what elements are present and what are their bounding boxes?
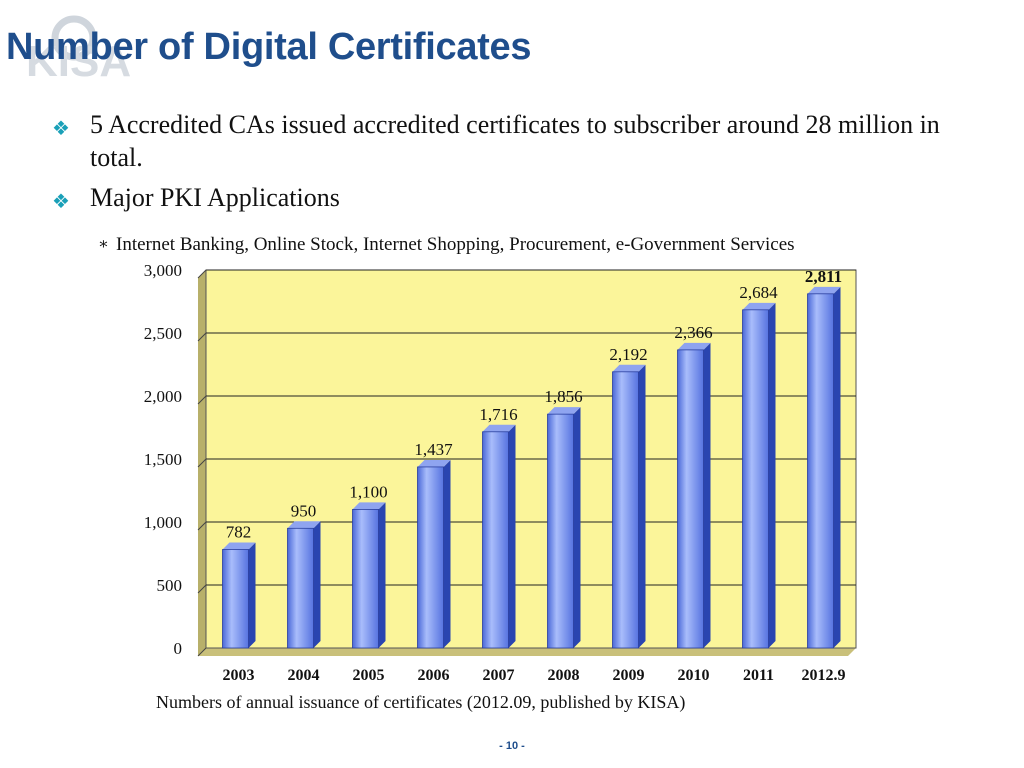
bar-top xyxy=(807,286,841,294)
bar-top xyxy=(547,407,581,415)
gridline-wall xyxy=(197,332,207,342)
bullet-item: ❖ Major PKI Applications xyxy=(52,181,972,214)
data-label: 1,716 xyxy=(479,405,517,424)
gridline-wall xyxy=(197,584,207,594)
bar-side xyxy=(313,521,321,648)
sub-bullet-text: Internet Banking, Online Stock, Internet… xyxy=(116,234,795,255)
y-tick-label: 2,500 xyxy=(144,324,182,343)
bar xyxy=(417,466,444,649)
bar-top xyxy=(742,302,776,310)
gridline-wall xyxy=(197,458,207,468)
chart-caption: Numbers of annual issuance of certificat… xyxy=(156,692,686,712)
bar-side xyxy=(703,342,711,648)
y-tick-label: 1,000 xyxy=(144,513,182,532)
slide-title: Number of Digital Certificates xyxy=(6,26,532,68)
gridline-wall xyxy=(197,269,207,279)
kisa-logo-watermark: KISA xyxy=(26,15,131,80)
bar-side xyxy=(378,502,386,648)
y-tick-label: 1,500 xyxy=(144,450,182,469)
x-tick-label: 2007 xyxy=(483,667,515,684)
bar-top xyxy=(677,342,711,350)
diamond-bullet-icon: ❖ xyxy=(52,189,70,213)
bar-top xyxy=(482,424,516,432)
x-tick-label: 2009 xyxy=(613,667,645,684)
x-tick-label: 2012.9 xyxy=(802,667,846,684)
bar-top xyxy=(417,459,451,467)
y-tick-label: 3,000 xyxy=(144,261,182,280)
bar xyxy=(807,293,834,649)
data-label: 2,684 xyxy=(739,283,778,302)
svg-text:KISA: KISA xyxy=(26,37,131,80)
bar xyxy=(482,431,509,649)
data-label: 1,856 xyxy=(544,387,582,406)
bar xyxy=(612,371,639,649)
sub-bullet: ∗ Internet Banking, Online Stock, Intern… xyxy=(98,232,956,258)
x-tick-label: 2003 xyxy=(223,667,255,684)
data-label: 950 xyxy=(291,501,317,520)
data-label: 782 xyxy=(226,522,252,541)
x-tick-label: 2006 xyxy=(418,667,450,684)
bar xyxy=(222,549,249,649)
gridline-wall xyxy=(197,521,207,531)
bar xyxy=(287,527,314,649)
x-tick-label: 2011 xyxy=(743,667,774,684)
data-label: 2,366 xyxy=(674,323,712,342)
bar-top xyxy=(612,364,646,372)
x-tick-label: 2004 xyxy=(288,667,320,684)
bar xyxy=(547,413,574,649)
bar-side xyxy=(638,364,646,648)
data-label: 1,100 xyxy=(349,482,387,501)
bar-side xyxy=(768,302,776,648)
bar-side xyxy=(443,459,451,648)
page-number: - 10 - xyxy=(499,740,525,752)
x-tick-label: 2005 xyxy=(353,667,385,684)
bar-top xyxy=(222,542,256,550)
diamond-bullet-icon: ❖ xyxy=(52,116,70,140)
y-tick-label: 0 xyxy=(174,639,183,658)
bar-top xyxy=(287,521,321,529)
gridline-wall xyxy=(197,395,207,405)
bar xyxy=(352,508,379,649)
bar-side xyxy=(508,424,516,648)
data-label: 2,192 xyxy=(609,345,647,364)
bar-top xyxy=(352,502,386,510)
data-label: 2,811 xyxy=(805,267,842,286)
bar-side xyxy=(248,542,256,648)
bullet-text: Major PKI Applications xyxy=(90,183,340,212)
bar xyxy=(742,309,769,649)
gridline-wall xyxy=(197,647,207,657)
bullet-list: ❖ 5 Accredited CAs issued accredited cer… xyxy=(52,108,972,221)
x-tick-label: 2008 xyxy=(548,667,580,684)
data-label: 1,437 xyxy=(414,440,453,459)
y-tick-label: 2,000 xyxy=(144,387,182,406)
plot-floor xyxy=(198,648,856,656)
bullet-text: 5 Accredited CAs issued accredited certi… xyxy=(90,110,940,172)
bar-side xyxy=(833,286,841,648)
x-tick-label: 2010 xyxy=(678,667,710,684)
bullet-item: ❖ 5 Accredited CAs issued accredited cer… xyxy=(52,108,972,174)
asterisk-bullet-icon: ∗ xyxy=(98,236,109,253)
bar xyxy=(677,349,704,649)
bar-side xyxy=(573,407,581,648)
y-tick-label: 500 xyxy=(157,576,183,595)
